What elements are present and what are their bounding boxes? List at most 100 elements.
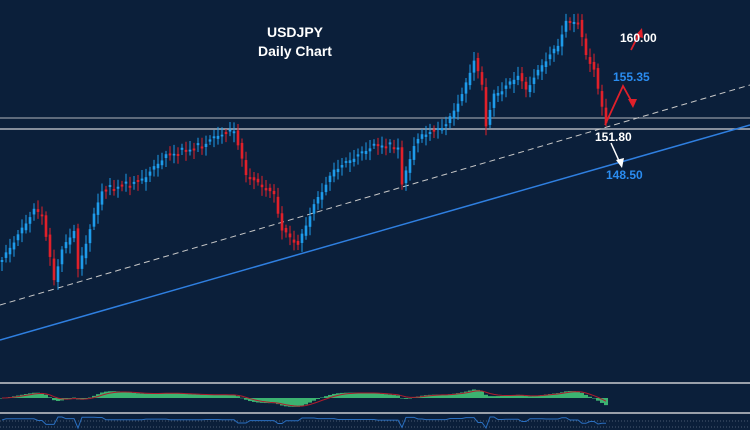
candle-body bbox=[244, 160, 248, 176]
macd-histogram-bar bbox=[176, 393, 180, 398]
macd-histogram-bar bbox=[32, 392, 36, 398]
candle-body bbox=[520, 73, 524, 82]
candle-body bbox=[332, 169, 336, 177]
macd-histogram-bar bbox=[512, 395, 516, 398]
candle-body bbox=[388, 142, 392, 145]
candle-body bbox=[396, 147, 400, 150]
candle-body bbox=[532, 77, 536, 84]
candle-body bbox=[96, 202, 100, 215]
macd-histogram-bar bbox=[244, 398, 248, 400]
candle-body bbox=[548, 54, 552, 60]
candle-body bbox=[412, 146, 416, 160]
candle-body bbox=[280, 213, 284, 231]
macd-histogram-bar bbox=[0, 398, 4, 399]
candle-body bbox=[24, 223, 28, 231]
macd-histogram-bar bbox=[552, 393, 556, 398]
candle-body bbox=[224, 132, 228, 135]
candle-body bbox=[136, 180, 140, 183]
candle-body bbox=[72, 231, 76, 239]
candle-body bbox=[392, 147, 396, 150]
candle-body bbox=[592, 61, 596, 70]
candle-body bbox=[340, 165, 344, 168]
macd-histogram-bar bbox=[568, 391, 572, 398]
macd-histogram-bar bbox=[28, 393, 32, 398]
candle-body bbox=[32, 208, 36, 215]
candle-body bbox=[176, 153, 180, 156]
macd-histogram-bar bbox=[128, 392, 132, 398]
candle-body bbox=[328, 175, 332, 183]
macd-histogram-bar bbox=[492, 396, 496, 398]
candle-body bbox=[480, 72, 484, 85]
candle-body bbox=[428, 132, 432, 134]
candle-body bbox=[64, 242, 68, 249]
macd-histogram-bar bbox=[464, 391, 468, 398]
candle-body bbox=[180, 147, 184, 150]
macd-histogram-bar bbox=[280, 398, 284, 406]
candle-body bbox=[324, 184, 328, 193]
candle-body bbox=[564, 20, 568, 32]
candle-body bbox=[52, 258, 56, 281]
macd-histogram-bar bbox=[224, 394, 228, 398]
macd-histogram-bar bbox=[208, 394, 212, 398]
candle-body bbox=[112, 188, 116, 191]
macd-histogram-bar bbox=[456, 393, 460, 398]
arrowhead-icon bbox=[635, 28, 643, 38]
candle-body bbox=[312, 204, 316, 214]
macd-histogram-bar bbox=[148, 393, 152, 398]
candle-body bbox=[348, 160, 352, 164]
arrowhead-icon bbox=[628, 99, 637, 108]
macd-histogram-bar bbox=[524, 396, 528, 398]
candle-body bbox=[240, 142, 244, 159]
macd-histogram-bar bbox=[500, 395, 504, 398]
candle-body bbox=[140, 178, 144, 181]
macd-histogram-bar bbox=[548, 394, 552, 398]
candle-body bbox=[132, 181, 136, 184]
candle-body bbox=[288, 233, 292, 238]
macd-histogram-bar bbox=[192, 394, 196, 398]
level-label-155: 155.35 bbox=[613, 70, 650, 84]
candle-body bbox=[168, 153, 172, 156]
macd-histogram-bar bbox=[44, 394, 48, 398]
candle-body bbox=[584, 38, 588, 56]
candle-body bbox=[148, 171, 152, 176]
macd-histogram-bar bbox=[196, 394, 200, 398]
level-label-151: 151.80 bbox=[595, 130, 632, 144]
candle-body bbox=[232, 131, 236, 134]
candle-body bbox=[208, 139, 212, 142]
candle-body bbox=[452, 110, 456, 119]
candle-body bbox=[576, 22, 580, 25]
candle-body bbox=[252, 177, 256, 181]
macd-histogram-bar bbox=[172, 393, 176, 398]
macd-histogram-bar bbox=[248, 398, 252, 402]
candle-body bbox=[344, 161, 348, 163]
candle-body bbox=[432, 129, 436, 132]
macd-histogram-bar bbox=[152, 393, 156, 398]
level-label-160: 160.00 bbox=[620, 31, 657, 45]
macd-histogram-bar bbox=[436, 394, 440, 398]
macd-histogram-bar bbox=[308, 398, 312, 403]
macd-histogram-bar bbox=[24, 394, 28, 398]
macd-histogram-bar bbox=[116, 391, 120, 398]
macd-histogram-bar bbox=[36, 392, 40, 398]
candle-body bbox=[44, 215, 48, 237]
candle-body bbox=[384, 146, 388, 149]
arrowhead-icon bbox=[616, 158, 624, 168]
candle-body bbox=[460, 94, 464, 102]
macd-histogram-bar bbox=[300, 398, 304, 406]
candle-body bbox=[124, 181, 128, 184]
macd-histogram-bar bbox=[204, 394, 208, 398]
macd-histogram-bar bbox=[428, 394, 432, 398]
macd-histogram-bar bbox=[272, 398, 276, 404]
macd-histogram-bar bbox=[160, 393, 164, 398]
macd-signal-line bbox=[1, 390, 607, 407]
macd-histogram-bar bbox=[588, 396, 592, 398]
candle-body bbox=[212, 136, 216, 139]
candle-body bbox=[424, 134, 428, 137]
macd-histogram-bar bbox=[304, 398, 308, 405]
candle-body bbox=[164, 154, 168, 159]
macd-histogram-bar bbox=[432, 394, 436, 398]
candle-body bbox=[404, 170, 408, 184]
candle-body bbox=[336, 168, 340, 173]
macd-histogram-bar bbox=[448, 394, 452, 398]
candle-body bbox=[268, 187, 272, 192]
